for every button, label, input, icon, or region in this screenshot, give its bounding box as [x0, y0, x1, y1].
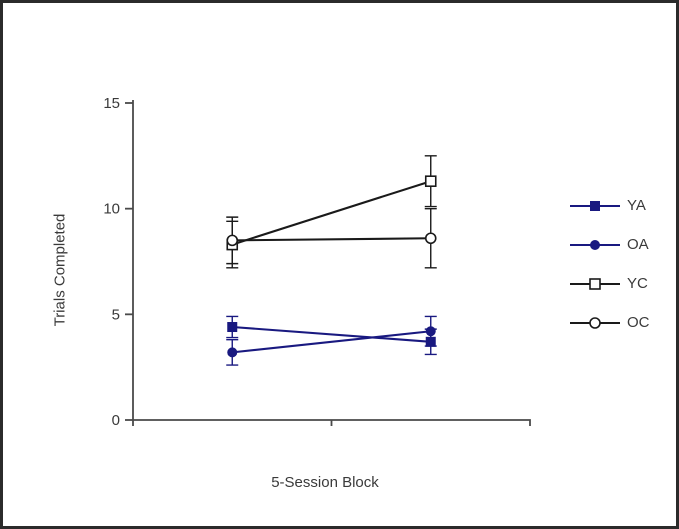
- y-tick-label: 15: [103, 95, 120, 112]
- legend-label-oc: OC: [627, 314, 650, 331]
- legend-marker-oc-icon: [570, 317, 620, 329]
- series-line-oc: [232, 237, 431, 242]
- legend-marker-yc-icon: [570, 278, 620, 290]
- legend-label-oa: OA: [627, 236, 649, 253]
- legend-label-yc: YC: [627, 275, 648, 292]
- y-tick-label: 5: [112, 306, 120, 323]
- legend-item-oa: OA: [570, 236, 650, 253]
- series-line-oa: [232, 330, 431, 354]
- legend-item-oc: OC: [570, 314, 650, 331]
- legend-marker-ya-icon: [570, 201, 620, 211]
- y-tick-label: 0: [112, 412, 120, 429]
- y-axis-title: Trials Completed: [51, 213, 69, 327]
- legend-item-yc: YC: [570, 275, 650, 292]
- axes: [132, 100, 531, 426]
- legend-item-ya: YA: [570, 197, 650, 214]
- legend: YA OA YC OC: [570, 197, 650, 355]
- plot-svg: 0 5 10 15: [103, 95, 531, 429]
- series-line-ya: [232, 325, 431, 343]
- legend-label-ya: YA: [627, 197, 646, 214]
- y-tick-label: 10: [103, 201, 120, 218]
- x-axis-title: 5-Session Block: [271, 474, 379, 491]
- series-line-yc: [231, 180, 432, 246]
- legend-marker-oa-icon: [570, 240, 620, 250]
